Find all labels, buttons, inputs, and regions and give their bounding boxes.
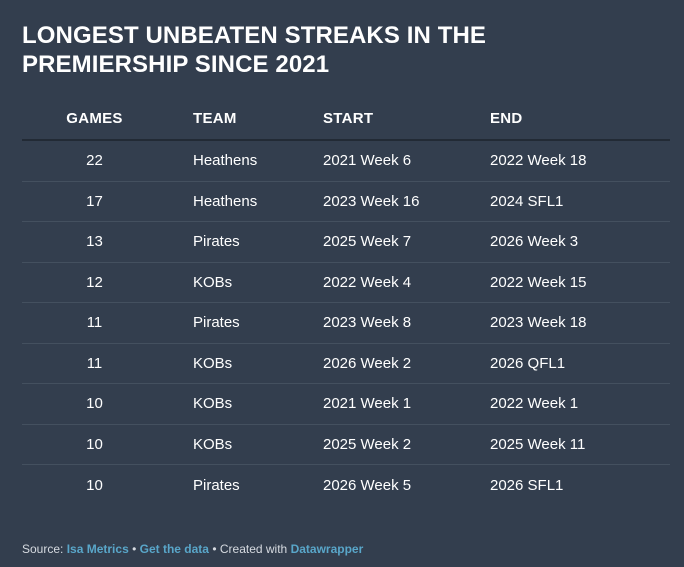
cell-team: Pirates [193,314,240,332]
cell-end: 2026 SFL1 [490,476,564,494]
cell-games: 11 [86,314,103,332]
streaks-table: GAMES TEAM START END 22 Heathens 2021 We… [22,98,670,506]
table-row: 22 Heathens 2021 Week 6 2022 Week 18 [22,141,670,182]
cell-end: 2026 QFL1 [490,354,566,372]
table-header: GAMES TEAM START END [22,98,670,141]
cell-end: 2024 SFL1 [490,192,564,210]
table-row: 12 KOBs 2022 Week 4 2022 Week 15 [22,263,670,303]
cell-games: 11 [86,354,103,372]
cell-games: 10 [86,395,103,413]
cell-start: 2021 Week 1 [323,395,412,413]
cell-end: 2023 Week 18 [490,314,587,332]
separator: • [128,542,140,556]
header-start: START [323,110,374,127]
source-link[interactable]: Isa Metrics [66,542,129,556]
table-row: 11 KOBs 2026 Week 2 2026 QFL1 [22,344,670,384]
get-data-link[interactable]: Get the data [139,542,209,556]
cell-team: KOBs [193,273,233,291]
cell-end: 2022 Week 15 [490,273,587,291]
datawrapper-link[interactable]: Datawrapper [290,542,364,556]
table-row: 13 Pirates 2025 Week 7 2026 Week 3 [22,222,670,263]
cell-team: KOBs [193,395,233,413]
cell-end: 2022 Week 18 [490,152,587,170]
cell-start: 2025 Week 7 [323,233,412,251]
header-end: END [490,110,523,127]
table-row: 17 Heathens 2023 Week 16 2024 SFL1 [22,182,670,222]
header-team: TEAM [193,110,237,127]
table-row: 10 Pirates 2026 Week 5 2026 SFL1 [22,465,670,506]
cell-team: KOBs [193,435,233,453]
cell-start: 2021 Week 6 [323,152,412,170]
footer: Source: Isa Metrics • Get the data • Cre… [22,542,363,556]
cell-end: 2022 Week 1 [490,395,579,413]
cell-games: 17 [86,192,103,210]
cell-start: 2026 Week 2 [323,354,412,372]
cell-team: KOBs [193,354,233,372]
source-label: Source: [22,542,67,556]
cell-start: 2022 Week 4 [323,273,412,291]
cell-start: 2025 Week 2 [323,435,412,453]
cell-team: Pirates [193,476,240,494]
cell-games: 12 [86,273,103,291]
cell-games: 22 [86,152,103,170]
cell-team: Heathens [193,192,258,210]
table-row: 10 KOBs 2021 Week 1 2022 Week 1 [22,384,670,425]
created-label: Created with [219,542,291,556]
cell-start: 2026 Week 5 [323,476,412,494]
cell-games: 10 [86,435,103,453]
cell-team: Pirates [193,233,240,251]
table-row: 10 KOBs 2025 Week 2 2025 Week 11 [22,425,670,465]
cell-end: 2026 Week 3 [490,233,579,251]
cell-team: Heathens [193,152,258,170]
cell-start: 2023 Week 8 [323,314,412,332]
header-games: GAMES [66,110,123,127]
table-row: 11 Pirates 2023 Week 8 2023 Week 18 [22,303,670,344]
page-title: LONGEST UNBEATEN STREAKS IN THE PREMIERS… [22,22,487,78]
cell-end: 2025 Week 11 [490,435,586,453]
cell-start: 2023 Week 16 [323,192,420,210]
separator: • [208,542,220,556]
cell-games: 13 [86,233,103,251]
cell-games: 10 [86,476,103,494]
